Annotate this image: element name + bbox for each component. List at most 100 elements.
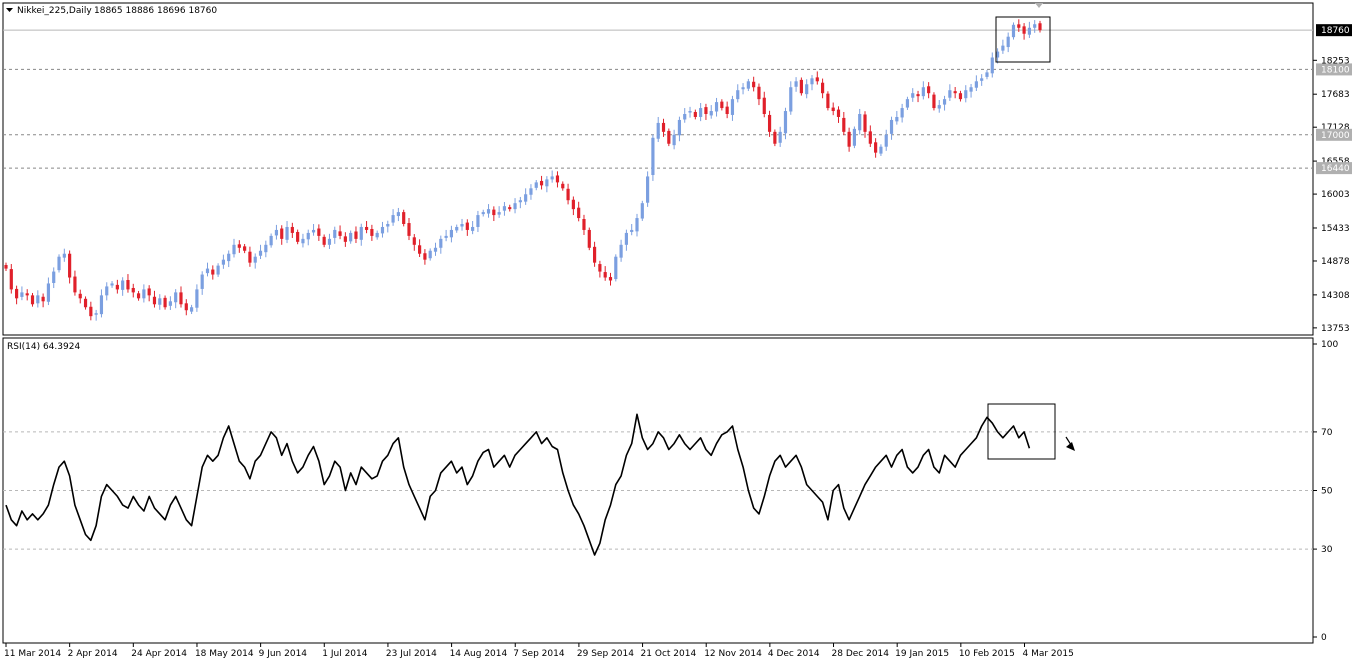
price-tick-label: 13753 bbox=[1321, 324, 1350, 334]
candle bbox=[990, 52, 994, 78]
candle bbox=[714, 97, 719, 117]
symbol-label: Nikkei_225,Daily bbox=[17, 6, 92, 16]
rsi-tick-label: 30 bbox=[1321, 545, 1333, 555]
candle-body bbox=[709, 111, 713, 116]
price-tick-label: 16558 bbox=[1321, 157, 1350, 167]
time-tick-label: 21 Oct 2014 bbox=[641, 649, 697, 659]
candle bbox=[667, 128, 671, 147]
candle bbox=[375, 230, 379, 240]
candle-body bbox=[497, 212, 501, 215]
price-tick-label: 18253 bbox=[1321, 56, 1350, 66]
candle-body bbox=[550, 176, 554, 180]
candle bbox=[789, 81, 793, 115]
candle-body bbox=[375, 232, 379, 238]
candle-body bbox=[471, 226, 475, 231]
candle bbox=[677, 116, 682, 142]
candle-body bbox=[15, 288, 19, 299]
candle bbox=[587, 227, 591, 251]
candle-body bbox=[555, 175, 560, 183]
candle bbox=[746, 78, 750, 92]
candle bbox=[386, 220, 390, 233]
time-tick-label: 10 Feb 2015 bbox=[959, 649, 1015, 659]
price-candles bbox=[4, 19, 1042, 321]
candle bbox=[492, 206, 496, 222]
candle bbox=[227, 250, 231, 268]
candle bbox=[1022, 23, 1026, 40]
candle-body bbox=[20, 292, 24, 297]
price-tick-label: 15433 bbox=[1321, 224, 1350, 234]
candle-body bbox=[603, 272, 607, 278]
candle-body bbox=[338, 231, 342, 236]
candle-body bbox=[184, 303, 188, 311]
candle bbox=[258, 244, 263, 260]
candle bbox=[4, 262, 8, 271]
candle bbox=[136, 290, 141, 301]
candle bbox=[1033, 20, 1037, 33]
candle bbox=[68, 250, 72, 284]
candle bbox=[46, 277, 51, 306]
candle-body bbox=[985, 72, 989, 77]
candle bbox=[741, 83, 745, 95]
time-tick-label: 14 Aug 2014 bbox=[450, 649, 508, 659]
candle bbox=[407, 217, 411, 241]
candle-body bbox=[805, 84, 809, 95]
time-tick-label: 18 May 2014 bbox=[195, 649, 254, 659]
candle bbox=[455, 224, 459, 233]
candle bbox=[396, 207, 400, 222]
arrow-down-right-icon[interactable] bbox=[1065, 436, 1075, 451]
candle bbox=[370, 224, 374, 241]
candle-body bbox=[99, 295, 104, 315]
candle-body bbox=[253, 256, 257, 263]
candle-body bbox=[762, 97, 766, 114]
candle-body bbox=[757, 86, 761, 100]
candle-body bbox=[783, 111, 788, 134]
candle bbox=[184, 299, 188, 316]
candle-body bbox=[852, 128, 857, 146]
candle-body bbox=[311, 229, 316, 233]
candle bbox=[916, 90, 920, 103]
candle-body bbox=[614, 256, 618, 280]
candle bbox=[842, 111, 846, 136]
candle bbox=[36, 290, 40, 308]
candle-body bbox=[879, 146, 883, 154]
candle bbox=[799, 77, 803, 96]
time-tick-label: 7 Sep 2014 bbox=[513, 649, 565, 659]
candle-body bbox=[646, 176, 650, 203]
candle-body bbox=[343, 236, 347, 242]
candle-body bbox=[1033, 24, 1037, 28]
candle bbox=[937, 100, 941, 113]
candle bbox=[449, 225, 454, 243]
triangle-down-icon[interactable] bbox=[6, 8, 13, 12]
price-header[interactable]: Nikkei_225,Daily 18865 18886 18696 18760 bbox=[6, 6, 217, 16]
candle bbox=[412, 234, 416, 251]
candle bbox=[333, 226, 337, 244]
candle-body bbox=[911, 93, 915, 98]
candle-body bbox=[752, 81, 756, 88]
candle-body bbox=[661, 122, 666, 132]
candle-body bbox=[396, 212, 400, 217]
candle-body bbox=[699, 108, 703, 117]
chart-shift-marker[interactable] bbox=[1035, 3, 1043, 8]
candle bbox=[704, 103, 708, 120]
candle bbox=[57, 254, 61, 273]
candle-body bbox=[492, 209, 496, 216]
highlight-box-price[interactable] bbox=[995, 16, 1051, 63]
highlight-box-rsi[interactable] bbox=[987, 403, 1056, 460]
candle-body bbox=[821, 82, 825, 94]
candle bbox=[248, 246, 252, 267]
candle-body bbox=[704, 107, 708, 114]
candle bbox=[518, 196, 522, 209]
candle-body bbox=[502, 206, 507, 211]
candle-body bbox=[688, 111, 692, 113]
candle-body bbox=[937, 105, 941, 109]
candle bbox=[264, 240, 268, 258]
candle-body bbox=[1001, 45, 1005, 51]
candle bbox=[868, 125, 872, 147]
candle bbox=[73, 270, 77, 296]
candle bbox=[41, 293, 45, 308]
candle-body bbox=[1017, 24, 1021, 28]
candle-body bbox=[545, 179, 549, 187]
candle bbox=[62, 248, 66, 262]
candle bbox=[985, 70, 989, 80]
candle bbox=[635, 213, 639, 237]
